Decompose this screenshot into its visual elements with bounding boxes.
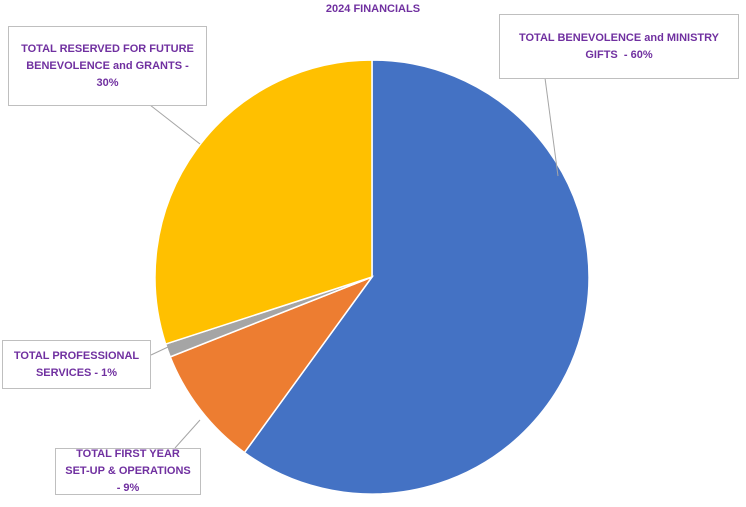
leader-line [149, 104, 201, 145]
leader-line [150, 346, 169, 356]
data-label: TOTAL RESERVED FOR FUTURE BENEVOLENCE an… [8, 26, 207, 106]
chart-title: 2024 FINANCIALS [325, 3, 421, 15]
pie-slice [243, 59, 590, 495]
data-label: TOTAL FIRST YEAR SET-UP & OPERATIONS - 9… [55, 448, 201, 495]
data-label: TOTAL PROFESSIONAL SERVICES - 1% [2, 340, 151, 389]
pie-slice [169, 275, 375, 454]
leader-line [544, 77, 559, 177]
pie-slice [154, 59, 373, 346]
leader-line [174, 419, 201, 449]
data-label: TOTAL BENEVOLENCE and MINISTRY GIFTS - 6… [499, 14, 739, 79]
